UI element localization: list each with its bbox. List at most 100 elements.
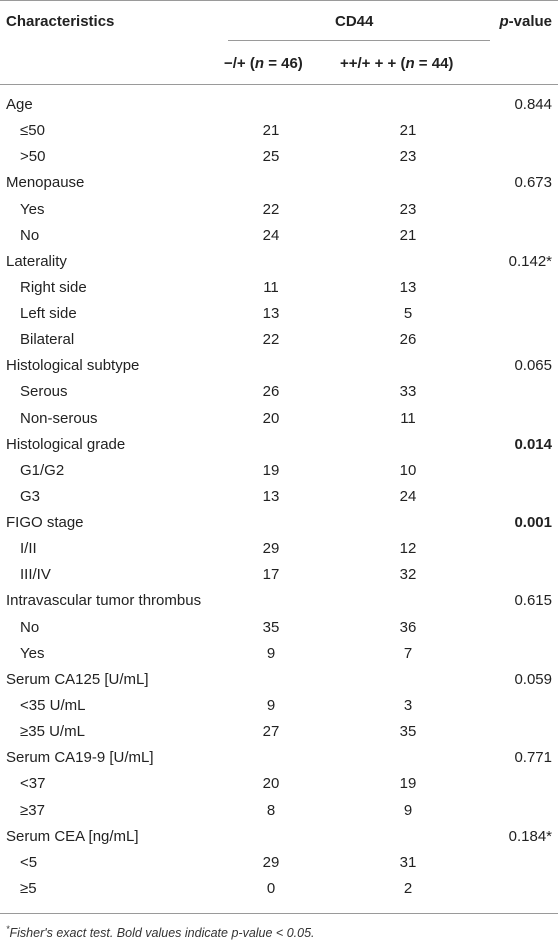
table-row-category: Intravascular tumor thrombus 0.615 xyxy=(0,588,558,614)
cell-positive-count: 32 xyxy=(399,566,417,584)
row-label: No xyxy=(20,226,40,244)
table-row-sub: <5 29 31 xyxy=(0,850,558,876)
row-label: <35 U/mL xyxy=(20,696,86,714)
cell-pvalue: 0.014 xyxy=(514,435,552,453)
header-col-negative: −/+ (n = 46) xyxy=(224,55,303,72)
cell-positive-count: 21 xyxy=(399,226,417,244)
cell-positive-count: 31 xyxy=(399,853,417,871)
row-label: No xyxy=(20,618,40,636)
cell-positive-count: 23 xyxy=(399,200,417,218)
cell-positive-count: 24 xyxy=(399,487,417,505)
cell-positive-count: 3 xyxy=(403,696,413,714)
cell-negative-count: 25 xyxy=(262,148,280,166)
cell-positive-count: 10 xyxy=(399,461,417,479)
cell-negative-count: 29 xyxy=(262,540,280,558)
col1-suffix: = 46) xyxy=(264,55,303,72)
table-row-sub: >50 25 23 xyxy=(0,144,558,170)
row-label: Intravascular tumor thrombus xyxy=(6,592,202,610)
row-label: G1/G2 xyxy=(20,461,65,479)
table-row-sub: Left side 13 5 xyxy=(0,301,558,327)
header-col-positive: ++/+ + + (n = 44) xyxy=(340,55,453,72)
footnote: *Fisher's exact test. Bold values indica… xyxy=(6,924,315,940)
row-label: ≥35 U/mL xyxy=(20,723,85,741)
row-label: Bilateral xyxy=(20,331,75,349)
cell-negative-count: 26 xyxy=(262,383,280,401)
row-label: Right side xyxy=(20,278,87,296)
cell-negative-count: 17 xyxy=(262,566,280,584)
cell-positive-count: 21 xyxy=(399,122,417,140)
row-label: >50 xyxy=(20,148,46,166)
cell-negative-count: 19 xyxy=(262,461,280,479)
cell-negative-count: 29 xyxy=(262,853,280,871)
cell-negative-count: 13 xyxy=(262,487,280,505)
row-label: Laterality xyxy=(6,252,67,270)
table-row-category: Histological grade 0.014 xyxy=(0,432,558,458)
table-row-sub: III/IV 17 32 xyxy=(0,562,558,588)
cell-positive-count: 26 xyxy=(399,331,417,349)
row-label: Serum CEA [ng/mL] xyxy=(6,827,139,845)
cell-pvalue: 0.615 xyxy=(514,592,552,610)
cell-pvalue: 0.001 xyxy=(514,514,552,532)
cell-positive-count: 35 xyxy=(399,723,417,741)
row-label: Serum CA19-9 [U/mL] xyxy=(6,749,154,767)
table-row-sub: G3 13 24 xyxy=(0,484,558,510)
cell-positive-count: 12 xyxy=(399,540,417,558)
table-row-sub: Yes 9 7 xyxy=(0,641,558,667)
table-row-sub: Serous 26 33 xyxy=(0,379,558,405)
table-row-sub: No 24 21 xyxy=(0,223,558,249)
table-row-sub: <37 20 19 xyxy=(0,771,558,797)
row-label: Left side xyxy=(20,305,77,323)
cell-pvalue: 0.059 xyxy=(514,670,552,688)
col1-prefix: −/+ ( xyxy=(224,55,255,72)
row-label: <5 xyxy=(20,853,38,871)
row-label: <37 xyxy=(20,775,46,793)
cell-positive-count: 36 xyxy=(399,618,417,636)
header-pvalue: p-value xyxy=(499,13,552,30)
row-label: Yes xyxy=(20,644,45,662)
cd44-rule xyxy=(228,40,490,41)
cell-negative-count: 24 xyxy=(262,226,280,244)
table-row-sub: Bilateral 22 26 xyxy=(0,327,558,353)
header-pvalue-p: p xyxy=(499,13,509,30)
cell-positive-count: 7 xyxy=(403,644,413,662)
row-label: ≤50 xyxy=(20,122,45,140)
cell-pvalue: 0.771 xyxy=(514,749,552,767)
footnote-star: * xyxy=(6,924,10,934)
row-label: Histological subtype xyxy=(6,357,140,375)
table-row-category: Age 0.844 xyxy=(0,92,558,118)
table-row-category: Menopause 0.673 xyxy=(0,170,558,196)
cell-negative-count: 11 xyxy=(263,278,279,296)
table-row-category: Serum CEA [ng/mL] 0.184* xyxy=(0,824,558,850)
col2-prefix: ++/+ + + ( xyxy=(340,55,406,72)
row-label: Age xyxy=(6,96,33,113)
col1-n: n xyxy=(254,55,265,72)
cell-negative-count: 21 xyxy=(262,122,280,140)
cell-negative-count: 22 xyxy=(262,331,280,349)
table-row-sub: ≥37 8 9 xyxy=(0,798,558,824)
row-label: ≥5 xyxy=(20,879,37,897)
table-row-sub: ≥35 U/mL 27 35 xyxy=(0,719,558,745)
cell-negative-count: 9 xyxy=(266,696,276,714)
row-label: Histological grade xyxy=(6,435,126,453)
table-row-category: FIGO stage 0.001 xyxy=(0,510,558,536)
table-row-sub: No 35 36 xyxy=(0,615,558,641)
bottom-rule xyxy=(0,913,558,914)
row-label: Serum CA125 [U/mL] xyxy=(6,670,149,688)
cell-pvalue: 0.844 xyxy=(514,96,552,113)
cell-pvalue: 0.142* xyxy=(508,252,552,270)
table-row-category: Serum CA125 [U/mL] 0.059 xyxy=(0,667,558,693)
header-characteristics: Characteristics xyxy=(6,13,115,30)
table-row-sub: G1/G2 19 10 xyxy=(0,458,558,484)
row-label: FIGO stage xyxy=(6,514,84,532)
header-cd44: CD44 xyxy=(335,13,374,30)
table-row-category: Histological subtype 0.065 xyxy=(0,353,558,379)
cell-positive-count: 19 xyxy=(399,775,417,793)
cell-pvalue: 0.673 xyxy=(514,174,552,192)
cell-negative-count: 20 xyxy=(262,409,280,427)
header-rule xyxy=(0,84,558,85)
cell-negative-count: 20 xyxy=(262,775,280,793)
col2-n: n xyxy=(405,55,415,72)
row-label: Yes xyxy=(20,200,45,218)
cell-positive-count: 11 xyxy=(400,409,416,427)
